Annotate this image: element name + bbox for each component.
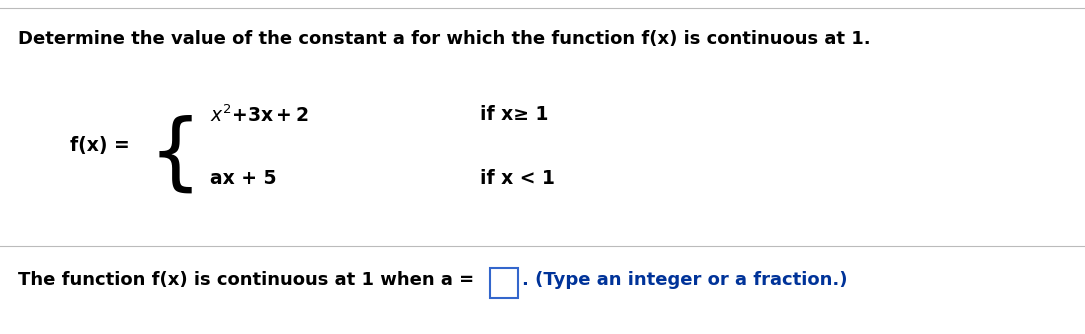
Text: {: { bbox=[149, 115, 202, 195]
Text: The function f(x) is continuous at 1 when a =: The function f(x) is continuous at 1 whe… bbox=[18, 271, 474, 289]
Text: if x≥ 1: if x≥ 1 bbox=[480, 106, 548, 125]
Text: if x < 1: if x < 1 bbox=[480, 168, 554, 187]
FancyBboxPatch shape bbox=[490, 268, 518, 298]
Text: ax + 5: ax + 5 bbox=[210, 168, 277, 187]
Text: $x^2$$\mathdefault{+ 3x + 2}$: $x^2$$\mathdefault{+ 3x + 2}$ bbox=[210, 104, 308, 126]
Text: Determine the value of the constant a for which the function f(x) is continuous : Determine the value of the constant a fo… bbox=[18, 30, 870, 48]
Text: f(x) =: f(x) = bbox=[71, 136, 130, 155]
Text: . (Type an integer or a fraction.): . (Type an integer or a fraction.) bbox=[522, 271, 847, 289]
